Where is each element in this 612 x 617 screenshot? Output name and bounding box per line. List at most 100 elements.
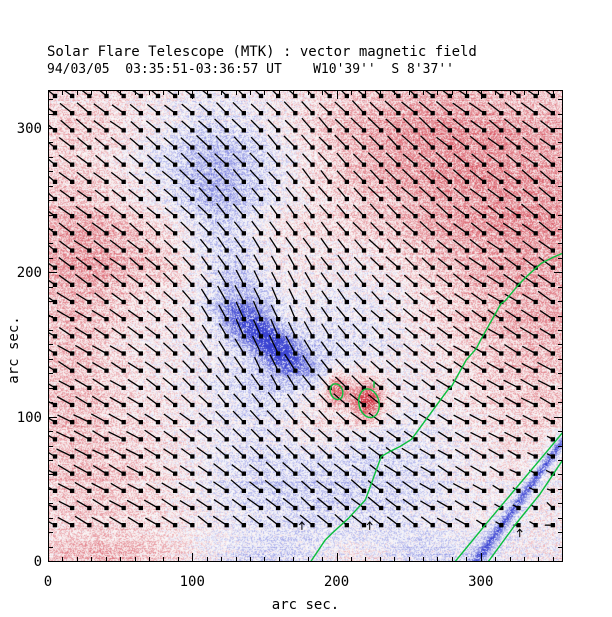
vector-segment (302, 237, 314, 251)
vector-segment (285, 236, 296, 251)
vector-segment (232, 203, 245, 217)
vector-segment (419, 448, 433, 458)
vector-segment (109, 120, 125, 131)
vector-segment (471, 153, 485, 166)
vector-segment (215, 102, 228, 114)
vector-segment (126, 499, 142, 509)
vector-segment (163, 413, 176, 423)
vector-segment (214, 118, 228, 131)
vector-dot (138, 231, 143, 236)
magnetogram-canvas (48, 90, 563, 562)
vector-segment (165, 90, 176, 97)
vector-segment (418, 152, 434, 166)
vector-segment (287, 270, 296, 286)
vector-dot (121, 179, 126, 184)
vector-segment (453, 223, 468, 234)
vector-segment (504, 136, 519, 149)
vector-dot (138, 420, 143, 425)
vector-segment (144, 361, 159, 372)
vector-segment (436, 517, 451, 526)
vector-segment (301, 393, 313, 406)
vector-dot (276, 420, 281, 425)
vector-segment (198, 103, 210, 114)
vector-segment (179, 516, 193, 526)
vector-segment (163, 395, 176, 406)
vector-dot (87, 265, 92, 270)
vector-segment (282, 462, 296, 475)
vector-segment (232, 410, 245, 423)
vector-segment (93, 120, 107, 131)
vector-segment (266, 428, 279, 440)
vector-dot (447, 265, 452, 270)
vector-segment (369, 203, 382, 217)
vector-segment (76, 222, 90, 234)
vector-segment (253, 287, 262, 303)
vector-segment (441, 90, 451, 97)
vector-segment (216, 221, 228, 234)
vector-segment (454, 258, 468, 269)
vector-segment (48, 175, 56, 183)
vector-segment (199, 340, 211, 354)
vector-segment (436, 309, 451, 320)
vector-segment (111, 189, 125, 200)
vector-segment (437, 449, 451, 458)
vector-dot (138, 488, 143, 493)
vector-dot (327, 179, 332, 184)
vector-segment (353, 187, 365, 200)
vector-dot (413, 317, 418, 322)
vector-segment (304, 271, 314, 286)
vector-segment (93, 327, 107, 337)
vector-segment (522, 188, 537, 200)
vector-segment (437, 431, 451, 440)
vector-segment (334, 134, 348, 148)
vector-dot (550, 420, 555, 425)
limb-contour-outer (454, 431, 563, 562)
vector-segment (469, 378, 485, 389)
vector-segment (418, 309, 434, 320)
plot-overlay-svg (48, 90, 563, 562)
vector-segment (48, 417, 56, 423)
vector-segment (351, 100, 365, 114)
vector-dot (276, 214, 281, 219)
vector-segment (520, 102, 537, 114)
vector-segment (217, 356, 228, 372)
vector-segment (251, 187, 262, 200)
vector-segment (130, 90, 142, 97)
vector-segment (267, 134, 279, 148)
vector-segment (334, 481, 348, 492)
vector-segment (402, 221, 416, 234)
vector-segment (234, 375, 245, 389)
plot-title: Solar Flare Telescope (MTK) : vector mag… (47, 44, 477, 60)
vector-segment (452, 169, 468, 183)
vector-segment (110, 482, 124, 492)
vector-segment (233, 136, 245, 148)
vector-segment (285, 153, 296, 166)
vector-segment (470, 361, 485, 372)
vector-segment (301, 410, 313, 423)
vector-segment (336, 152, 348, 166)
vector-segment (320, 256, 331, 269)
vector-dot (550, 334, 555, 339)
vector-segment (404, 257, 416, 269)
vector-segment (320, 272, 331, 286)
vector-segment (145, 136, 159, 148)
vector-segment (235, 254, 245, 269)
vector-segment (197, 515, 210, 526)
vector-segment (93, 206, 107, 217)
vector-segment (57, 414, 73, 423)
vector-segment (353, 256, 365, 269)
vector-dot (52, 179, 58, 184)
vector-segment (472, 501, 485, 509)
vector-segment (92, 449, 107, 458)
vector-segment (180, 221, 193, 234)
vector-segment (435, 361, 451, 372)
vector-segment (486, 395, 502, 406)
vector-segment (486, 379, 502, 389)
vector-segment (521, 362, 536, 372)
vector-dot (550, 437, 555, 442)
vector-segment (94, 292, 107, 303)
vector-segment (334, 118, 348, 131)
vector-segment (404, 291, 416, 303)
vector-dot (224, 179, 229, 184)
vector-dot (70, 317, 75, 322)
